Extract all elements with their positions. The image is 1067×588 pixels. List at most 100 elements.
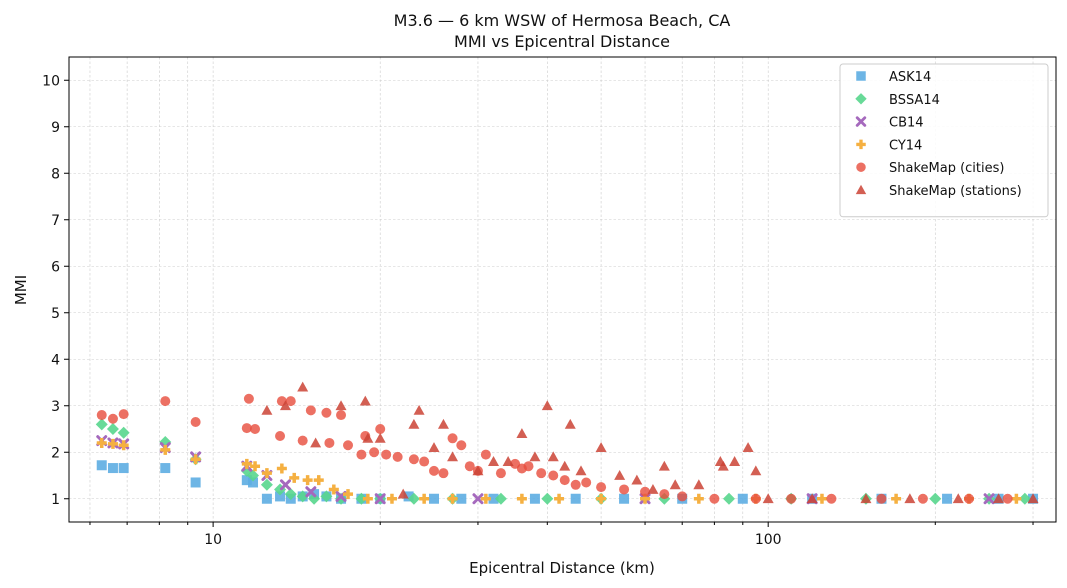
data-point	[596, 482, 607, 493]
y-tick-label: 1	[51, 492, 60, 508]
data-point	[942, 493, 953, 504]
data-point	[762, 493, 774, 504]
data-point	[723, 492, 736, 505]
chart-title: M3.6 — 6 km WSW of Hermosa Beach, CA	[394, 11, 731, 30]
data-point	[160, 396, 171, 407]
legend-label: CY14	[889, 138, 922, 153]
data-point	[117, 426, 130, 439]
data-point	[559, 475, 570, 486]
series-1	[95, 418, 1031, 505]
data-point	[118, 463, 129, 474]
data-point	[447, 451, 459, 462]
data-point	[297, 435, 308, 446]
x-tick-label: 100	[755, 532, 782, 548]
data-point	[647, 483, 659, 494]
y-tick-label: 10	[42, 73, 60, 89]
data-point	[693, 479, 705, 490]
data-point	[408, 418, 420, 429]
data-point	[631, 474, 643, 485]
y-tick-label: 6	[51, 259, 60, 275]
data-point	[826, 493, 837, 504]
data-point	[374, 432, 386, 443]
data-point	[929, 492, 942, 505]
data-point	[397, 488, 409, 499]
legend-label: ShakeMap (stations)	[889, 184, 1022, 199]
data-point	[502, 456, 514, 466]
data-point	[1027, 493, 1039, 504]
data-point	[243, 393, 254, 404]
y-tick-label: 3	[51, 399, 60, 415]
data-point	[375, 424, 386, 434]
data-point	[472, 493, 484, 505]
data-point	[241, 423, 252, 434]
data-point	[596, 493, 607, 504]
data-point	[709, 493, 720, 504]
data-point	[107, 463, 118, 474]
legend-marker	[856, 139, 866, 150]
data-point	[261, 404, 273, 415]
data-point	[305, 405, 316, 416]
data-point	[529, 451, 541, 462]
legend-box	[839, 63, 1049, 218]
data-point	[261, 493, 272, 504]
y-tick-label: 4	[51, 352, 60, 368]
data-point	[160, 444, 171, 455]
y-ticks: 1 2 3 4 5 6 7 8 9 10	[42, 73, 69, 508]
data-point	[297, 381, 309, 392]
data-point	[1011, 493, 1022, 504]
series-5	[261, 381, 1039, 504]
legend: ASK14 BSSA14 CB14 CY14 ShakeMap (cities) Shak…	[839, 63, 1049, 218]
data-point	[659, 489, 670, 500]
data-point	[472, 465, 484, 476]
legend-label: CB14	[889, 116, 924, 131]
data-point	[335, 400, 347, 411]
data-point	[516, 428, 528, 439]
data-point	[250, 424, 261, 434]
data-point	[860, 493, 872, 504]
legend-label: ASK14	[889, 70, 931, 85]
data-point	[118, 440, 129, 451]
data-point	[279, 479, 291, 491]
data-point	[619, 493, 630, 504]
data-point	[891, 493, 902, 504]
data-point	[96, 460, 107, 471]
data-point	[284, 488, 297, 501]
data-point	[336, 410, 347, 421]
data-point	[438, 468, 449, 479]
data-point	[403, 491, 414, 502]
data-point	[717, 460, 729, 471]
data-point	[374, 493, 386, 505]
data-point	[447, 493, 458, 504]
data-points	[95, 381, 1039, 505]
data-point	[355, 492, 368, 505]
y-tick-label: 8	[51, 166, 60, 182]
series-2	[96, 435, 995, 505]
y-axis-label: MMI	[12, 275, 30, 305]
data-point	[96, 410, 107, 421]
data-point	[407, 492, 420, 505]
data-point	[275, 491, 286, 502]
data-point	[302, 475, 313, 486]
data-point	[362, 493, 373, 504]
y-tick-label: 2	[51, 445, 60, 461]
data-point	[595, 442, 607, 452]
data-point	[328, 484, 339, 495]
plot-frame	[68, 56, 1057, 523]
data-point	[369, 447, 380, 458]
data-point	[356, 449, 367, 460]
data-point	[437, 418, 449, 429]
data-point	[321, 407, 332, 418]
legend-marker	[855, 116, 867, 127]
data-point	[677, 491, 688, 502]
data-point	[541, 492, 554, 505]
data-point	[96, 437, 107, 448]
data-point	[362, 432, 374, 443]
data-point	[464, 461, 475, 472]
data-point	[313, 475, 324, 486]
data-point	[106, 423, 119, 435]
series-4	[96, 393, 1013, 504]
legend-marker	[856, 162, 866, 172]
data-point	[729, 456, 741, 466]
data-point	[917, 493, 928, 504]
data-point	[296, 490, 309, 503]
